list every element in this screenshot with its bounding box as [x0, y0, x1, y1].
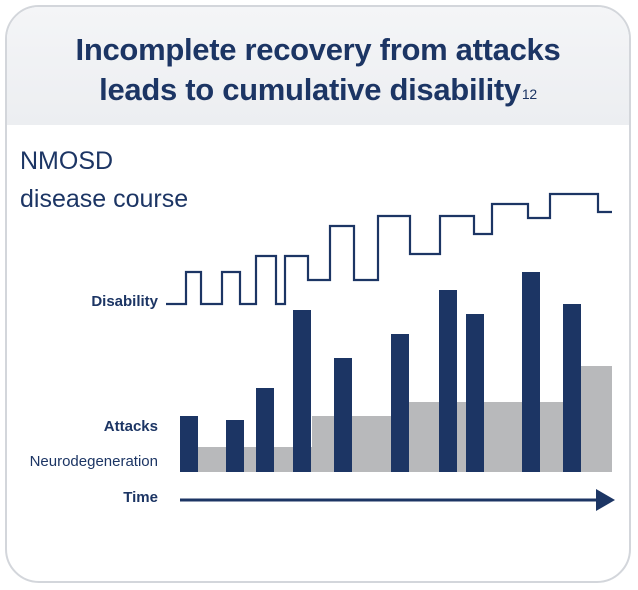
neurodegeneration-step — [409, 402, 581, 472]
attacks-label: Attacks — [104, 418, 158, 435]
disability-step-line — [166, 192, 612, 306]
header-banner: Incomplete recovery from attacks leads t… — [7, 7, 629, 125]
attack-bar — [522, 272, 540, 472]
subtitle-line-1: NMOSD — [20, 147, 114, 175]
neurodegeneration-label: Neurodegeneration — [30, 453, 158, 470]
time-label: Time — [123, 489, 158, 506]
time-arrowhead-icon — [596, 489, 615, 511]
attack-bar — [439, 290, 457, 472]
disability-label: Disability — [91, 293, 158, 310]
attack-bar — [391, 334, 409, 472]
attack-bar — [466, 314, 484, 472]
attack-bar — [226, 420, 244, 472]
neurodegeneration-step — [197, 447, 312, 472]
reference-superscript: 12 — [521, 86, 537, 102]
attack-bar — [256, 388, 274, 472]
attack-bar — [180, 416, 198, 472]
title-line-2-text: leads to cumulative disability — [99, 72, 521, 107]
title-line-2: leads to cumulative disability12 — [7, 71, 629, 109]
attack-bar — [334, 358, 352, 472]
attack-bar — [293, 310, 311, 472]
attack-bars — [180, 272, 581, 472]
subtitle-line-2: disease course — [20, 185, 189, 213]
attack-bar — [563, 304, 581, 472]
title-line-1: Incomplete recovery from attacks — [75, 32, 561, 67]
neurodegeneration-step — [581, 366, 612, 472]
